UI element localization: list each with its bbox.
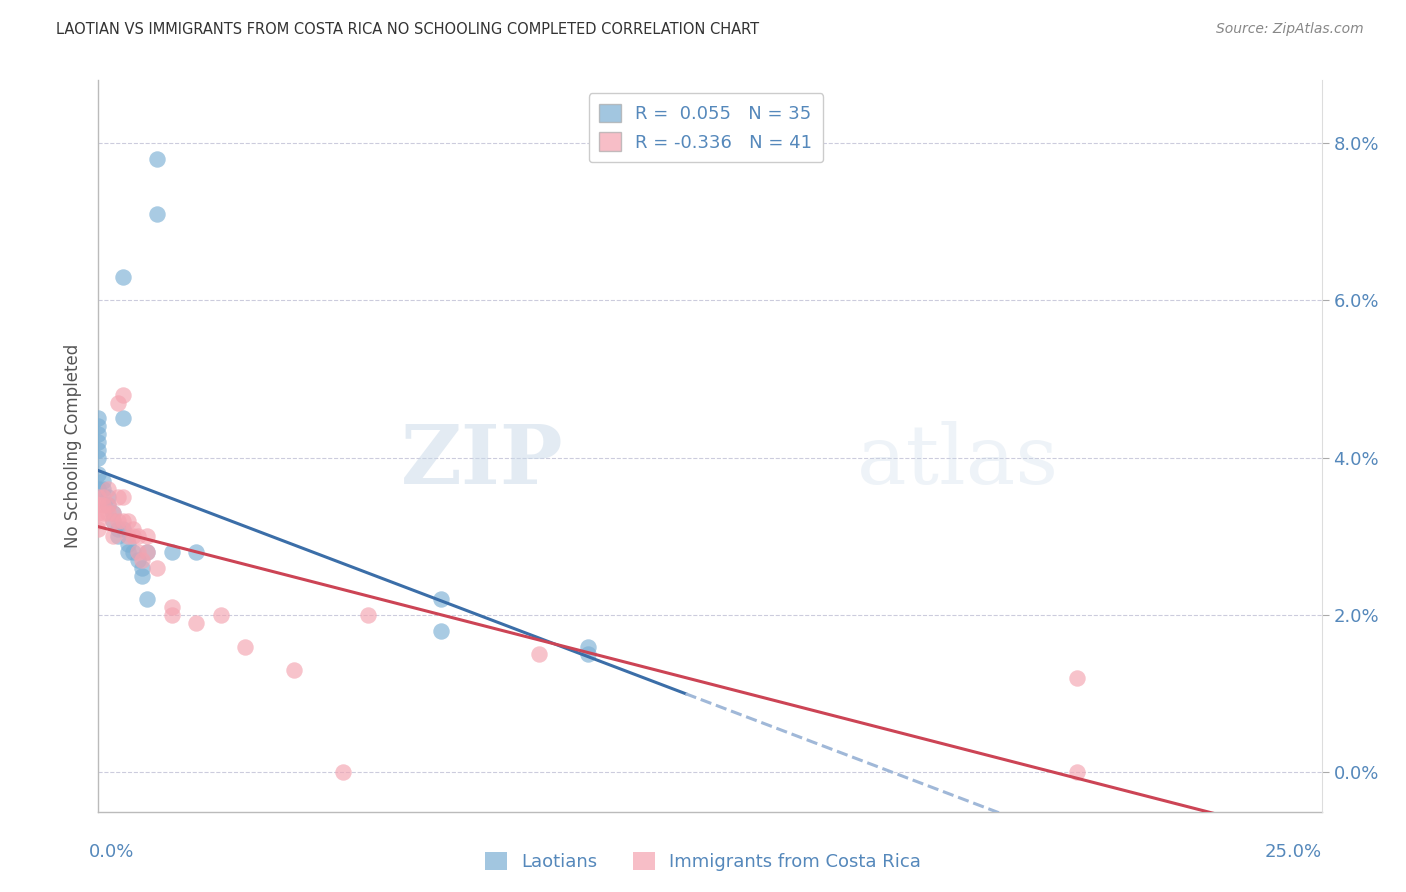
Point [430,624,453,638]
Point [97,506,120,520]
Point [87,506,110,520]
Point [127,553,149,567]
Point [87,419,110,434]
Legend: R =  0.055   N = 35, R = -0.336   N = 41: R = 0.055 N = 35, R = -0.336 N = 41 [589,93,824,162]
Point [111,388,134,402]
Point [160,608,183,623]
Point [131,553,153,567]
Point [97,482,120,496]
Point [1066,671,1088,685]
Point [91,475,114,489]
Point [107,529,129,543]
Point [160,600,183,615]
Point [576,648,599,662]
Point [356,608,378,623]
Point [87,435,110,450]
Point [146,207,169,221]
Point [87,482,110,496]
Point [146,152,169,166]
Point [121,522,143,536]
Point [107,396,129,410]
Point [527,648,550,662]
Point [87,442,110,457]
Point [107,522,129,536]
Point [97,498,120,512]
Y-axis label: No Schooling Completed: No Schooling Completed [65,344,83,548]
Point [111,269,134,284]
Text: 0.0%: 0.0% [89,843,134,861]
Point [283,663,305,677]
Point [91,506,114,520]
Point [91,498,114,512]
Point [107,490,129,504]
Point [136,592,159,607]
Point [186,545,208,559]
Point [101,506,124,520]
Point [101,529,124,543]
Text: LAOTIAN VS IMMIGRANTS FROM COSTA RICA NO SCHOOLING COMPLETED CORRELATION CHART: LAOTIAN VS IMMIGRANTS FROM COSTA RICA NO… [56,22,759,37]
Point [117,537,139,551]
Point [186,615,208,630]
Point [146,561,169,575]
Point [1066,765,1088,780]
Point [87,450,110,465]
Point [91,482,114,496]
Point [111,514,134,528]
Point [576,640,599,654]
Point [101,514,124,528]
Point [136,545,159,559]
Point [101,514,124,528]
Point [127,529,149,543]
Point [127,545,149,559]
Point [136,529,159,543]
Point [111,522,134,536]
Point [233,640,256,654]
Point [97,498,120,512]
Text: atlas: atlas [856,421,1059,500]
Point [136,545,159,559]
Point [332,765,354,780]
Point [131,561,153,575]
Point [209,608,232,623]
Point [117,514,139,528]
Point [160,545,183,559]
Point [87,522,110,536]
Point [107,514,129,528]
Point [111,490,134,504]
Point [430,592,453,607]
Point [131,568,153,582]
Text: Source: ZipAtlas.com: Source: ZipAtlas.com [1216,22,1364,37]
Legend: Laotians, Immigrants from Costa Rica: Laotians, Immigrants from Costa Rica [478,845,928,879]
Point [97,490,120,504]
Point [87,514,110,528]
Point [121,529,143,543]
Point [87,490,110,504]
Point [87,467,110,481]
Point [117,545,139,559]
Point [87,427,110,442]
Point [87,411,110,425]
Point [91,490,114,504]
Point [121,545,143,559]
Point [87,498,110,512]
Text: 25.0%: 25.0% [1264,843,1322,861]
Point [117,529,139,543]
Point [111,411,134,425]
Point [101,506,124,520]
Text: ZIP: ZIP [401,421,564,500]
